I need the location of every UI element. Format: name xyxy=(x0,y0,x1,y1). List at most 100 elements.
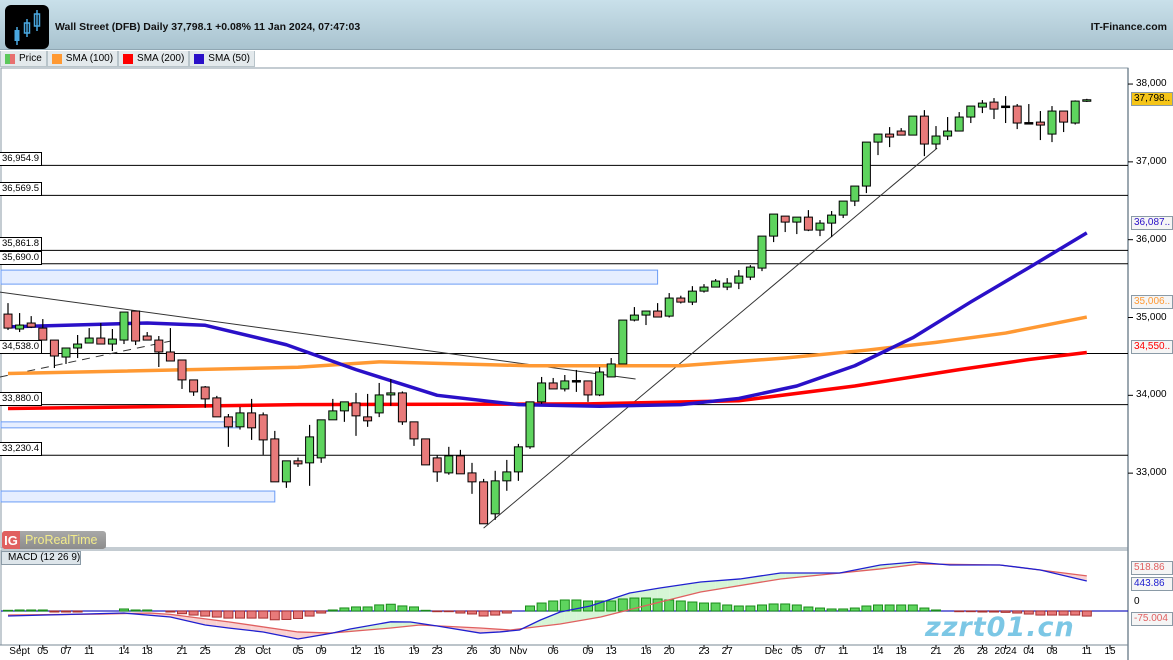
candle-body xyxy=(363,416,373,422)
macd-histogram-bar xyxy=(838,608,849,612)
candle-body xyxy=(525,401,535,448)
candle-body xyxy=(107,338,117,345)
legend-price[interactable]: Price xyxy=(0,51,47,67)
candle-body xyxy=(885,133,895,138)
macd-histogram-bar xyxy=(1012,610,1023,614)
macd-histogram-bar xyxy=(200,610,211,617)
x-tick-label: 16 xyxy=(640,646,652,657)
x-tick-label: 26 xyxy=(466,646,478,657)
macd-histogram-bar xyxy=(351,606,361,612)
candle-body xyxy=(3,313,13,329)
candle xyxy=(73,335,83,359)
x-tick-label: 14 xyxy=(872,646,884,657)
candle xyxy=(339,401,349,422)
candle-body xyxy=(270,438,280,483)
x-tick-label: 05 xyxy=(791,646,803,657)
legend-sma100[interactable]: SMA (100) xyxy=(46,51,119,67)
macd-fill xyxy=(309,632,322,638)
macd-histogram-bar xyxy=(490,610,501,616)
x-tick-label: 28 xyxy=(976,646,988,657)
macd-fill xyxy=(704,580,716,592)
candle-body xyxy=(339,401,349,412)
macd-histogram-bar xyxy=(606,600,617,612)
x-tick-label: 05 xyxy=(292,646,304,657)
x-tick-label: 05 xyxy=(37,646,49,657)
macd-histogram-bar xyxy=(119,608,129,612)
ig-logo-mark: IG xyxy=(2,531,20,549)
candle xyxy=(479,478,489,525)
candle-body xyxy=(131,310,141,342)
candle xyxy=(745,265,755,281)
legend-sma200[interactable]: SMA (200) xyxy=(118,51,190,67)
candle xyxy=(235,406,245,430)
candle-body xyxy=(896,130,906,136)
candle xyxy=(212,395,222,418)
macd-fill xyxy=(553,611,565,625)
candle-body xyxy=(467,472,477,483)
macd-histogram-bar xyxy=(304,610,315,617)
macd-histogram-bar xyxy=(316,610,327,614)
candle xyxy=(3,303,13,331)
candle xyxy=(943,117,953,141)
candle xyxy=(687,286,697,306)
macd-histogram-bar xyxy=(571,599,582,612)
x-tick-label: 15 xyxy=(1104,646,1116,657)
support-zone xyxy=(0,269,659,285)
x-tick-label: 12 xyxy=(350,646,362,657)
x-tick-label: 25 xyxy=(199,646,211,657)
candle xyxy=(676,295,686,304)
macd-histogram-bar xyxy=(385,603,396,612)
macd-histogram-bar xyxy=(397,605,408,612)
candle xyxy=(131,310,141,346)
candle xyxy=(780,215,790,233)
macd-histogram-bar xyxy=(61,610,71,613)
macd-histogram-bar xyxy=(1023,610,1034,615)
candle-body xyxy=(780,215,790,223)
candle xyxy=(328,398,338,421)
sma50-swatch-icon xyxy=(194,53,205,64)
candle-body xyxy=(212,397,222,418)
candle xyxy=(734,270,744,290)
macd-histogram-bar xyxy=(559,599,570,612)
candle xyxy=(223,413,233,447)
candle xyxy=(838,200,848,219)
candle xyxy=(15,313,25,333)
macd-histogram-bar xyxy=(617,598,628,612)
candle-body xyxy=(15,324,25,330)
macd-histogram-bar xyxy=(954,610,965,613)
macd-histogram-bar xyxy=(536,602,547,612)
candle-body xyxy=(838,200,848,216)
candle xyxy=(653,303,663,318)
macd-fill xyxy=(205,618,217,627)
macd-histogram-bar xyxy=(281,610,292,620)
candle-body xyxy=(490,480,500,515)
candle-body xyxy=(73,343,83,349)
candle-body xyxy=(1082,99,1092,102)
macd-histogram-bar xyxy=(815,607,825,612)
candle xyxy=(1047,106,1057,143)
trendline xyxy=(483,147,938,529)
candle-body xyxy=(165,351,175,362)
candle xyxy=(293,457,303,467)
macd-legend[interactable]: MACD (12 26 9) xyxy=(1,551,81,565)
macd-fill xyxy=(530,619,542,628)
macd-histogram-bar xyxy=(965,610,976,613)
macd-histogram-bar xyxy=(525,605,535,612)
x-tick-label: 07 xyxy=(814,646,826,657)
candle-body xyxy=(235,412,245,428)
candle xyxy=(177,359,187,389)
macd-histogram-bar xyxy=(1000,610,1011,613)
candle-body xyxy=(1024,122,1034,125)
x-tick-label: 20 xyxy=(663,646,675,657)
candle xyxy=(189,379,199,396)
x-tick-label: 09 xyxy=(582,646,594,657)
legend-sma50[interactable]: SMA (50) xyxy=(189,51,255,67)
candle-body xyxy=(606,363,616,378)
candle-body xyxy=(595,371,605,396)
candle-body xyxy=(873,133,883,143)
macd-histogram-bar xyxy=(443,610,454,613)
candle-body xyxy=(374,394,384,414)
macd-histogram-bar xyxy=(687,601,698,612)
level-label: 33,230.4 xyxy=(0,442,42,457)
candlestick-chart-icon xyxy=(5,5,49,49)
